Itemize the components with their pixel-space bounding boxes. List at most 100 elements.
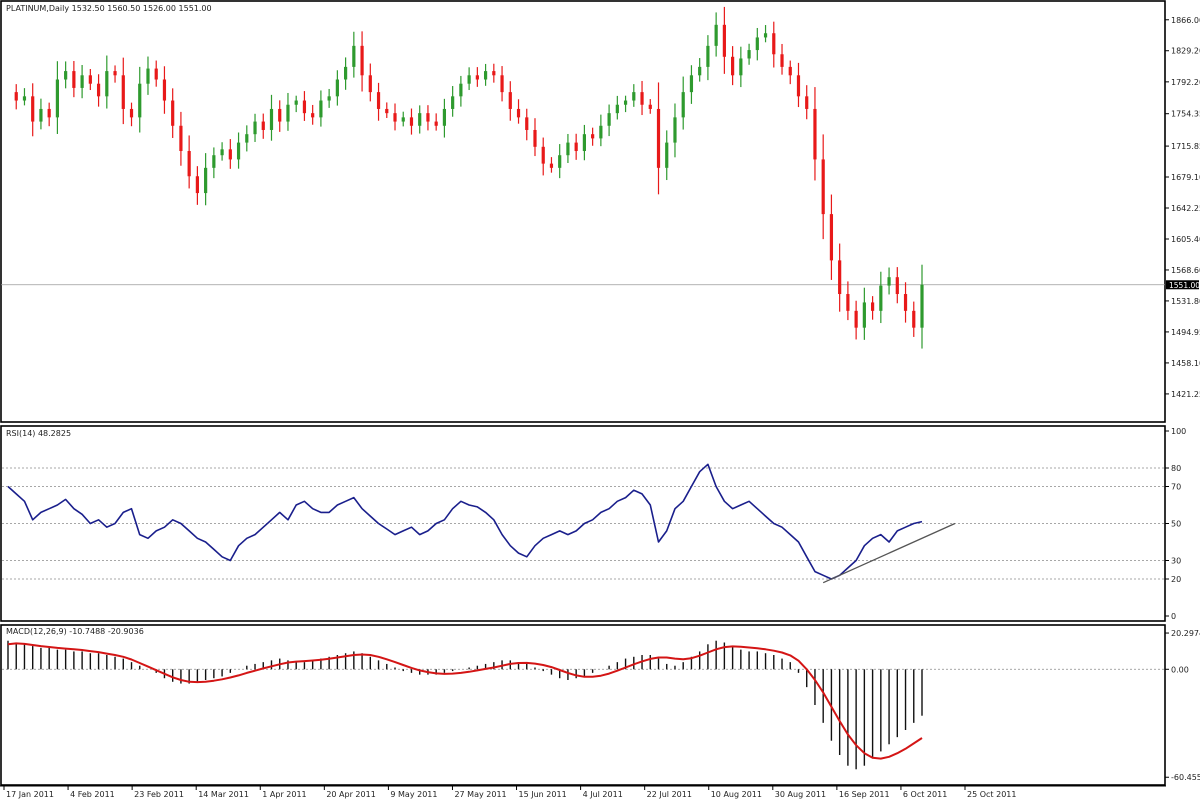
candle-body [591,134,595,139]
candle-body [566,142,570,156]
price-tick-label: 1494.95 [1171,328,1200,337]
candle-body [154,68,158,80]
candle-body [739,58,743,76]
candle-body [780,54,784,67]
candle-body [665,142,669,168]
candle-body [788,66,792,76]
candle-body [294,100,298,105]
date-tick-label: 4 Jul 2011 [583,790,623,799]
current-price-marker [1166,280,1199,290]
candle-body [31,96,35,122]
candle-body [582,134,586,152]
date-tick-label: 4 Feb 2011 [70,790,115,799]
candle-body [278,108,282,122]
macd-signal-line [7,642,923,760]
candle-body [113,71,117,76]
rsi-tick-label: 50 [1171,520,1181,529]
candle-body [442,108,447,126]
price-tick-label: 1715.85 [1171,142,1200,151]
candle-body [698,66,702,76]
candle-body [673,117,677,143]
candle-body [368,75,372,93]
candle-body [302,100,307,114]
date-tick-label: 30 Aug 2011 [775,790,826,799]
candle-body [72,71,76,88]
candle-body [146,68,150,84]
candle-body [805,96,809,109]
date-tick-label: 25 Oct 2011 [967,790,1016,799]
macd-pane-frame [0,624,1166,786]
rsi-tick-label: 70 [1171,483,1181,492]
candle-body [903,294,908,311]
candle-body [352,45,356,67]
date-tick-label: 27 May 2011 [454,790,506,799]
price-tick-label: 1792.20 [1171,78,1200,87]
candle-body [409,117,414,126]
candle-body [722,24,726,57]
price-series [14,6,924,349]
candle-body [599,125,603,139]
candle-body [895,277,899,295]
candle-body [747,50,751,59]
candle-body [920,284,924,328]
candle-body [607,113,611,126]
date-tick-label: 15 Jun 2011 [519,790,567,799]
candle-body [311,113,315,118]
candle-body [459,83,463,97]
candle-body [418,113,422,126]
price-axis: 1866.00 1829.20 1792.20 1754.35 1715.85 1679.… [1165,16,1200,399]
candle-body [451,96,455,109]
candle-body [286,104,290,122]
macd-tick-label: 20.2974 [1171,629,1200,638]
candle-body [138,83,142,118]
date-tick-label: 16 Sep 2011 [839,790,890,799]
candle-body [772,33,776,55]
date-tick-label: 23 Feb 2011 [134,790,184,799]
candle-body [204,167,208,194]
candle-body [14,92,18,101]
price-tick-label: 1866.00 [1171,16,1200,25]
candle-body [656,108,661,168]
price-tick-label: 1754.35 [1171,110,1200,119]
candle-body [829,214,834,261]
macd-tick-label: -60.455 [1171,773,1200,782]
candle-body [854,310,858,328]
price-tick-label: 1531.80 [1171,297,1200,306]
candle-body [245,134,249,143]
candle-body [88,75,92,84]
date-tick-label: 14 Mar 2011 [198,790,249,799]
date-tick-label: 22 Jul 2011 [647,790,692,799]
price-tick-label: 1605.40 [1171,235,1200,244]
rsi-line [7,463,923,580]
rsi-levels [2,467,1164,580]
date-tick-label: 6 Oct 2011 [903,790,947,799]
candle-body [648,104,652,109]
candle-body [615,104,619,114]
candle-body [483,71,488,80]
candle-body [706,45,710,67]
candle-body [623,100,628,105]
candle-body [558,155,562,168]
candle-body [912,310,916,328]
candle-body [475,75,479,80]
candle-body [846,294,850,311]
candle-body [269,108,274,130]
candle-body [22,96,27,101]
candle-body [171,100,175,126]
rsi-pane-header: RSI(14) 48.2825 [6,429,71,438]
candle-body [525,117,529,130]
candle-body [327,96,331,101]
candle-body [870,302,875,311]
candle-body [689,75,694,93]
candle-body [838,260,842,295]
candle-body [714,24,718,46]
candle-body [344,66,348,80]
candle-body [731,56,735,76]
candle-body [162,79,167,101]
candle-body [376,92,381,109]
candle-body [574,142,578,152]
candle-body [763,33,768,38]
candle-body [187,151,191,177]
price-tick-label: 1679.10 [1171,173,1200,182]
candle-body [401,117,405,122]
